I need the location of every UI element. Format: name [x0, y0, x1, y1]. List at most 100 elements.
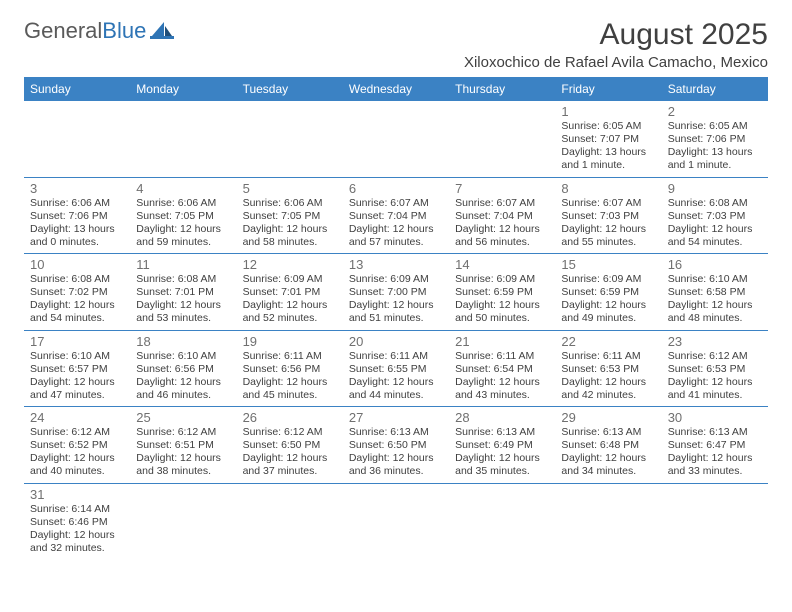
daylight-line: Daylight: 12 hours and 35 minutes. [455, 452, 549, 478]
sunset-line: Sunset: 7:02 PM [30, 286, 124, 299]
daylight-line: Daylight: 12 hours and 58 minutes. [243, 223, 337, 249]
sunrise-line: Sunrise: 6:05 AM [561, 120, 655, 133]
sunrise-line: Sunrise: 6:13 AM [455, 426, 549, 439]
calendar-week: 3Sunrise: 6:06 AMSunset: 7:06 PMDaylight… [24, 177, 768, 254]
daylight-line: Daylight: 12 hours and 45 minutes. [243, 376, 337, 402]
day-number: 2 [668, 104, 762, 119]
sunrise-line: Sunrise: 6:08 AM [136, 273, 230, 286]
calendar-day: 19Sunrise: 6:11 AMSunset: 6:56 PMDayligh… [237, 330, 343, 407]
day-number: 31 [30, 487, 124, 502]
calendar-day: 6Sunrise: 6:07 AMSunset: 7:04 PMDaylight… [343, 177, 449, 254]
day-header: Monday [130, 77, 236, 101]
calendar-day: 27Sunrise: 6:13 AMSunset: 6:50 PMDayligh… [343, 407, 449, 484]
calendar-day-empty [662, 483, 768, 559]
sunset-line: Sunset: 7:01 PM [243, 286, 337, 299]
sunset-line: Sunset: 6:52 PM [30, 439, 124, 452]
calendar-day-empty [237, 101, 343, 177]
sunset-line: Sunset: 6:50 PM [243, 439, 337, 452]
sunrise-line: Sunrise: 6:07 AM [455, 197, 549, 210]
day-header: Sunday [24, 77, 130, 101]
daylight-line: Daylight: 12 hours and 44 minutes. [349, 376, 443, 402]
day-number: 28 [455, 410, 549, 425]
sunset-line: Sunset: 6:46 PM [30, 516, 124, 529]
logo-text-general: General [24, 18, 102, 43]
daylight-line: Daylight: 12 hours and 57 minutes. [349, 223, 443, 249]
calendar-day: 11Sunrise: 6:08 AMSunset: 7:01 PMDayligh… [130, 254, 236, 331]
calendar-day-empty [343, 101, 449, 177]
day-number: 24 [30, 410, 124, 425]
sunrise-line: Sunrise: 6:08 AM [30, 273, 124, 286]
sunset-line: Sunset: 6:56 PM [243, 363, 337, 376]
calendar-day: 20Sunrise: 6:11 AMSunset: 6:55 PMDayligh… [343, 330, 449, 407]
day-header: Saturday [662, 77, 768, 101]
day-number: 9 [668, 181, 762, 196]
sunrise-line: Sunrise: 6:10 AM [30, 350, 124, 363]
calendar-day: 1Sunrise: 6:05 AMSunset: 7:07 PMDaylight… [555, 101, 661, 177]
sunrise-line: Sunrise: 6:09 AM [455, 273, 549, 286]
sunrise-line: Sunrise: 6:14 AM [30, 503, 124, 516]
sunrise-line: Sunrise: 6:12 AM [30, 426, 124, 439]
daylight-line: Daylight: 12 hours and 41 minutes. [668, 376, 762, 402]
calendar-day-empty [449, 101, 555, 177]
day-number: 22 [561, 334, 655, 349]
calendar-week: 31Sunrise: 6:14 AMSunset: 6:46 PMDayligh… [24, 483, 768, 559]
daylight-line: Daylight: 12 hours and 59 minutes. [136, 223, 230, 249]
calendar-day: 3Sunrise: 6:06 AMSunset: 7:06 PMDaylight… [24, 177, 130, 254]
calendar-day: 23Sunrise: 6:12 AMSunset: 6:53 PMDayligh… [662, 330, 768, 407]
calendar-day: 13Sunrise: 6:09 AMSunset: 7:00 PMDayligh… [343, 254, 449, 331]
day-header: Thursday [449, 77, 555, 101]
calendar-week: 17Sunrise: 6:10 AMSunset: 6:57 PMDayligh… [24, 330, 768, 407]
day-number: 26 [243, 410, 337, 425]
sunrise-line: Sunrise: 6:06 AM [243, 197, 337, 210]
calendar-week: 24Sunrise: 6:12 AMSunset: 6:52 PMDayligh… [24, 407, 768, 484]
day-number: 11 [136, 257, 230, 272]
logo-sail-icon [150, 20, 176, 43]
daylight-line: Daylight: 12 hours and 55 minutes. [561, 223, 655, 249]
sunrise-line: Sunrise: 6:09 AM [349, 273, 443, 286]
day-number: 5 [243, 181, 337, 196]
sunrise-line: Sunrise: 6:11 AM [561, 350, 655, 363]
day-number: 16 [668, 257, 762, 272]
daylight-line: Daylight: 12 hours and 51 minutes. [349, 299, 443, 325]
daylight-line: Daylight: 12 hours and 40 minutes. [30, 452, 124, 478]
sunset-line: Sunset: 7:07 PM [561, 133, 655, 146]
calendar-day: 8Sunrise: 6:07 AMSunset: 7:03 PMDaylight… [555, 177, 661, 254]
sunrise-line: Sunrise: 6:13 AM [668, 426, 762, 439]
sunset-line: Sunset: 7:04 PM [349, 210, 443, 223]
calendar-day: 16Sunrise: 6:10 AMSunset: 6:58 PMDayligh… [662, 254, 768, 331]
logo-text-blue: Blue [102, 18, 146, 43]
sunset-line: Sunset: 7:04 PM [455, 210, 549, 223]
calendar-day: 15Sunrise: 6:09 AMSunset: 6:59 PMDayligh… [555, 254, 661, 331]
daylight-line: Daylight: 12 hours and 56 minutes. [455, 223, 549, 249]
sunset-line: Sunset: 6:51 PM [136, 439, 230, 452]
day-number: 12 [243, 257, 337, 272]
sunset-line: Sunset: 7:05 PM [136, 210, 230, 223]
sunrise-line: Sunrise: 6:12 AM [668, 350, 762, 363]
sunset-line: Sunset: 6:49 PM [455, 439, 549, 452]
day-number: 30 [668, 410, 762, 425]
title-block: August 2025 Xiloxochico de Rafael Avila … [464, 18, 768, 71]
calendar-day: 7Sunrise: 6:07 AMSunset: 7:04 PMDaylight… [449, 177, 555, 254]
sunrise-line: Sunrise: 6:11 AM [243, 350, 337, 363]
calendar-day: 26Sunrise: 6:12 AMSunset: 6:50 PMDayligh… [237, 407, 343, 484]
day-number: 27 [349, 410, 443, 425]
sunrise-line: Sunrise: 6:07 AM [561, 197, 655, 210]
daylight-line: Daylight: 12 hours and 32 minutes. [30, 529, 124, 555]
header: GeneralBlue August 2025 Xiloxochico de R… [24, 18, 768, 71]
sunset-line: Sunset: 6:59 PM [455, 286, 549, 299]
daylight-line: Daylight: 12 hours and 53 minutes. [136, 299, 230, 325]
calendar-day-empty [343, 483, 449, 559]
sunrise-line: Sunrise: 6:10 AM [136, 350, 230, 363]
day-header: Wednesday [343, 77, 449, 101]
calendar-day-empty [24, 101, 130, 177]
day-number: 20 [349, 334, 443, 349]
sunrise-line: Sunrise: 6:10 AM [668, 273, 762, 286]
month-title: August 2025 [464, 18, 768, 52]
daylight-line: Daylight: 12 hours and 54 minutes. [668, 223, 762, 249]
calendar-day: 24Sunrise: 6:12 AMSunset: 6:52 PMDayligh… [24, 407, 130, 484]
calendar-day: 12Sunrise: 6:09 AMSunset: 7:01 PMDayligh… [237, 254, 343, 331]
daylight-line: Daylight: 12 hours and 37 minutes. [243, 452, 337, 478]
sunset-line: Sunset: 6:59 PM [561, 286, 655, 299]
daylight-line: Daylight: 12 hours and 49 minutes. [561, 299, 655, 325]
day-number: 15 [561, 257, 655, 272]
